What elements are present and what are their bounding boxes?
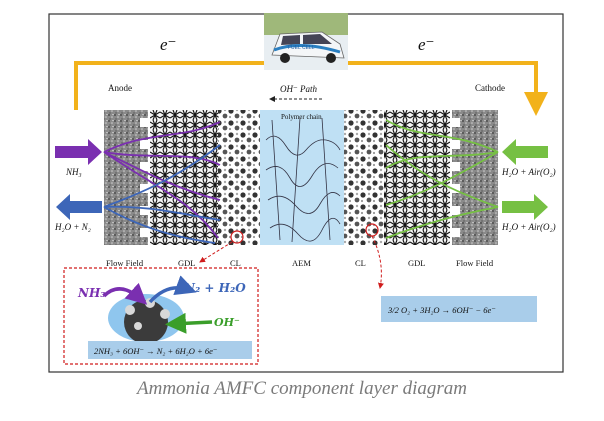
anode-cl	[218, 110, 260, 245]
aem-membrane	[260, 110, 344, 245]
anode-flow-field	[104, 110, 148, 245]
polymer-chain-lines	[265, 117, 341, 243]
cathode-flow-field	[452, 110, 498, 245]
catalyst-particle	[124, 300, 168, 344]
cathode-zoom-leader	[371, 235, 384, 289]
fuel-cell-car-image: FUEL CELL	[264, 13, 348, 70]
anode-flow-channels	[140, 118, 150, 237]
cathode-gdl	[384, 110, 450, 245]
layer-label-flow-field-left: Flow Field	[106, 258, 144, 268]
layer-label-gdl-right: GDL	[408, 258, 425, 268]
cathode-flow-channels	[450, 118, 460, 237]
layer-labels: Flow Field GDL CL AEM CL GDL Flow Field	[106, 258, 494, 268]
air-inlet-arrow	[502, 139, 548, 165]
air-flow-lines	[385, 119, 499, 239]
electron-path-right	[335, 61, 548, 116]
layer-label-cl-left: CL	[230, 258, 241, 268]
anode-reaction-box	[88, 341, 252, 359]
figure-caption: Ammonia AMFC component layer diagram	[137, 378, 467, 399]
anode-reaction-text: 2NH₃ + 6OH⁻ → N₂ + 6H₂O + 6e⁻	[94, 346, 217, 356]
air-outlet-label: H₂O + Air(O₂)	[501, 222, 556, 232]
layer-label-cl-right: CL	[355, 258, 366, 268]
layer-label-aem: AEM	[292, 258, 311, 268]
anode-label: Anode	[108, 83, 132, 93]
nh3-flow-lines	[103, 121, 221, 244]
polymer-chain-label: Polymer chain	[281, 113, 322, 121]
layer-label-flow-field-right: Flow Field	[456, 258, 494, 268]
layer-label-gdl-left: GDL	[178, 258, 195, 268]
anode-zoom-leader	[199, 241, 233, 263]
h2o-n2-outlet-arrow	[56, 194, 102, 220]
inset-n2h2o-arrow	[148, 275, 197, 304]
nh3-inlet-arrow	[55, 139, 102, 165]
inset-oh-label: OH⁻	[214, 316, 240, 329]
electron-label-right: e⁻	[418, 35, 435, 54]
inset-n2h2o-label: N₂ + H₂O	[183, 281, 246, 295]
anode-zoom-circle	[230, 230, 244, 244]
cathode-reaction-text: 3/2 O₂ + 3H₂O → 6OH⁻ − 6e⁻	[387, 305, 496, 315]
inset-nh3-arrow	[102, 282, 148, 305]
electron-path-left	[74, 61, 270, 110]
oh-path-label: OH⁻ Path	[280, 84, 317, 94]
cathode-reaction-box	[381, 296, 537, 322]
electron-label-left: e⁻	[160, 35, 177, 54]
inset-oh-arrow	[165, 312, 213, 334]
nh3-inlet-label: NH₃	[65, 167, 82, 177]
cathode-cl	[344, 110, 384, 245]
car-logo-text: FUEL CELL	[288, 45, 315, 51]
inset-nh3-label: NH₃	[77, 286, 106, 300]
air-outlet-arrow	[502, 194, 548, 220]
cathode-label: Cathode	[475, 83, 505, 93]
h2o-n2-outlet-label: H₂O + N₂	[54, 222, 91, 232]
air-inlet-label: H₂O + Air(O₂)	[501, 167, 556, 177]
